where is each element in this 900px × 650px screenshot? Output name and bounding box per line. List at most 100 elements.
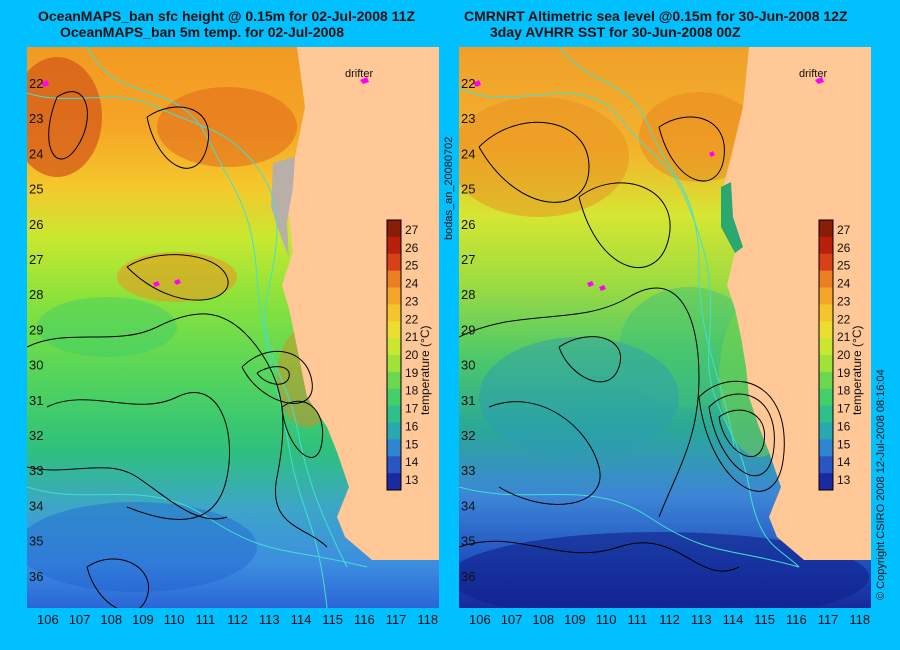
latitude-tick-label: 24: [461, 146, 475, 161]
warm-patch: [639, 92, 759, 182]
colorbar-swatch: [387, 422, 401, 440]
longitude-tick-label: 118: [417, 612, 439, 627]
latitude-tick-label: 27: [29, 252, 43, 267]
colorbar-swatch: [387, 287, 401, 305]
left-title-line2: OceanMAPS_ban 5m temp. for 02-Jul-2008: [60, 24, 344, 40]
latitude-ticks: 22 23 24 25 26 27 28 29 30 31 32 33 34 35 36: [29, 76, 43, 584]
warm-patch: [459, 97, 629, 217]
bathymetry-contour: [459, 486, 800, 568]
right-map-panel: drifter 27 26 25 24 23 22 21 20 19 18 17 16 15 14 13 te…: [459, 47, 871, 608]
longitude-tick-label: 111: [627, 612, 648, 627]
ssh-contour: [718, 409, 765, 458]
colorbar-swatch: [819, 270, 833, 288]
colorbar-swatch: [387, 439, 401, 457]
coastal-shelf: [721, 182, 743, 253]
drifter-legend-marker: [815, 77, 824, 84]
drifter-legend-marker: [360, 77, 369, 84]
left-title-line1: OceanMAPS_ban sfc height @ 0.15m for 02-…: [38, 8, 416, 24]
colorbar-swatch: [387, 253, 401, 272]
colorbar-tick-label: 16: [405, 419, 419, 433]
longitude-tick-label: 113: [258, 612, 280, 627]
colorbar-tick-label: 19: [405, 366, 419, 380]
longitude-tick-label: 115: [754, 612, 776, 627]
latitude-tick-label: 23: [461, 111, 475, 126]
latitude-tick-label: 35: [461, 534, 475, 549]
colorbar-tick-label: 27: [837, 223, 851, 237]
latitude-tick-label: 31: [29, 393, 43, 408]
latitude-tick-label: 32: [29, 428, 43, 443]
latitude-tick-label: 26: [29, 217, 43, 232]
longitude-tick-label: 108: [100, 612, 123, 627]
colorbar-tick-label: 22: [405, 312, 419, 326]
left-map-panel: drifter 27 26 25 24 23 22 21 20 19 18 17 16 15 14 13 te…: [27, 47, 439, 608]
left-longitude-ticks: 106 107 108 109 110 111 112 113 114 115 116 117 118: [27, 610, 439, 640]
latitude-tick-label: 22: [461, 76, 475, 91]
longitude-tick-label: 114: [290, 612, 312, 627]
colorbar-tick-label: 27: [405, 223, 419, 237]
cool-patch: [619, 287, 759, 407]
latitude-tick-label: 29: [29, 322, 43, 337]
latitude-tick-label: 29: [461, 322, 475, 337]
colorbar-swatch: [819, 338, 833, 356]
drifter-legend-label: drifter: [345, 68, 373, 80]
drifter-marker: [473, 80, 481, 87]
run-id-label: bodas_an_20080702: [443, 136, 455, 240]
longitude-tick-label: 117: [817, 612, 839, 627]
latitude-tick-label: 35: [29, 534, 43, 549]
colorbar-swatch: [387, 304, 401, 322]
ssh-contour: [126, 254, 229, 301]
ssh-contour: [459, 287, 700, 518]
ssh-contour: [658, 116, 725, 182]
colorbar-swatch: [387, 220, 401, 238]
colorbar-swatch: [819, 473, 833, 491]
drifter-marker: [709, 151, 715, 157]
latitude-tick-label: 30: [461, 358, 475, 373]
colorbar-swatch: [387, 371, 401, 390]
warm-patch: [27, 57, 102, 177]
colorbar-swatch: [819, 253, 833, 272]
colorbar-tick-label: 20: [837, 348, 851, 362]
colorbar-tick-label: 25: [405, 259, 419, 273]
ssh-contour: [256, 366, 290, 385]
longitude-tick-label: 108: [532, 612, 555, 627]
latitude-tick-label: 25: [461, 182, 475, 197]
colorbar-tick-label: 13: [837, 473, 851, 487]
temperature-colorbar: 27 26 25 24 23 22 21 20 19 18 17 16 15 14 13 temperatur…: [818, 219, 864, 491]
drifter-legend-label: drifter: [799, 68, 827, 80]
ssh-contour: [46, 391, 231, 520]
colorbar-tick-label: 19: [837, 366, 851, 380]
colorbar-swatch: [819, 388, 833, 407]
longitude-tick-label: 116: [786, 612, 807, 627]
latitude-tick-label: 25: [29, 182, 43, 197]
latitude-tick-label: 27: [461, 252, 475, 267]
cool-patch: [479, 337, 679, 457]
ssh-contour: [459, 540, 740, 572]
ssh-contour: [241, 351, 313, 404]
right-title-line1: CMRNRT Altimetric sea level @0.15m for 3…: [464, 8, 848, 24]
longitude-tick-label: 115: [322, 612, 344, 627]
cool-patch: [37, 297, 177, 357]
colorbar-frame: [818, 219, 834, 491]
colorbar-tick-label: 23: [837, 294, 851, 308]
ssh-contour: [146, 106, 210, 169]
colorbar-tick-label: 21: [405, 330, 419, 344]
ssh-contour: [27, 466, 228, 520]
colorbar-tick-label: 22: [837, 312, 851, 326]
longitude-tick-label: 107: [500, 612, 523, 627]
colorbar-swatch: [387, 405, 401, 423]
colorbar-tick-label: 26: [837, 241, 851, 255]
colorbar-tick-label: 18: [837, 384, 851, 398]
land-mask-grey: [271, 157, 295, 257]
longitude-tick-label: 113: [690, 612, 712, 627]
colorbar-tick-label: 25: [837, 259, 851, 273]
colorbar-tick-label: 17: [837, 402, 851, 416]
longitude-tick-label: 118: [849, 612, 871, 627]
longitude-tick-label: 106: [469, 612, 491, 627]
colorbar-swatch: [387, 473, 401, 491]
colorbar-swatch: [819, 456, 833, 474]
colorbar-tick-label: 18: [405, 384, 419, 398]
latitude-tick-label: 34: [29, 498, 43, 513]
colorbar-swatch: [819, 355, 833, 373]
colorbar-tick-label: 24: [837, 277, 851, 291]
longitude-tick-label: 107: [68, 612, 91, 627]
